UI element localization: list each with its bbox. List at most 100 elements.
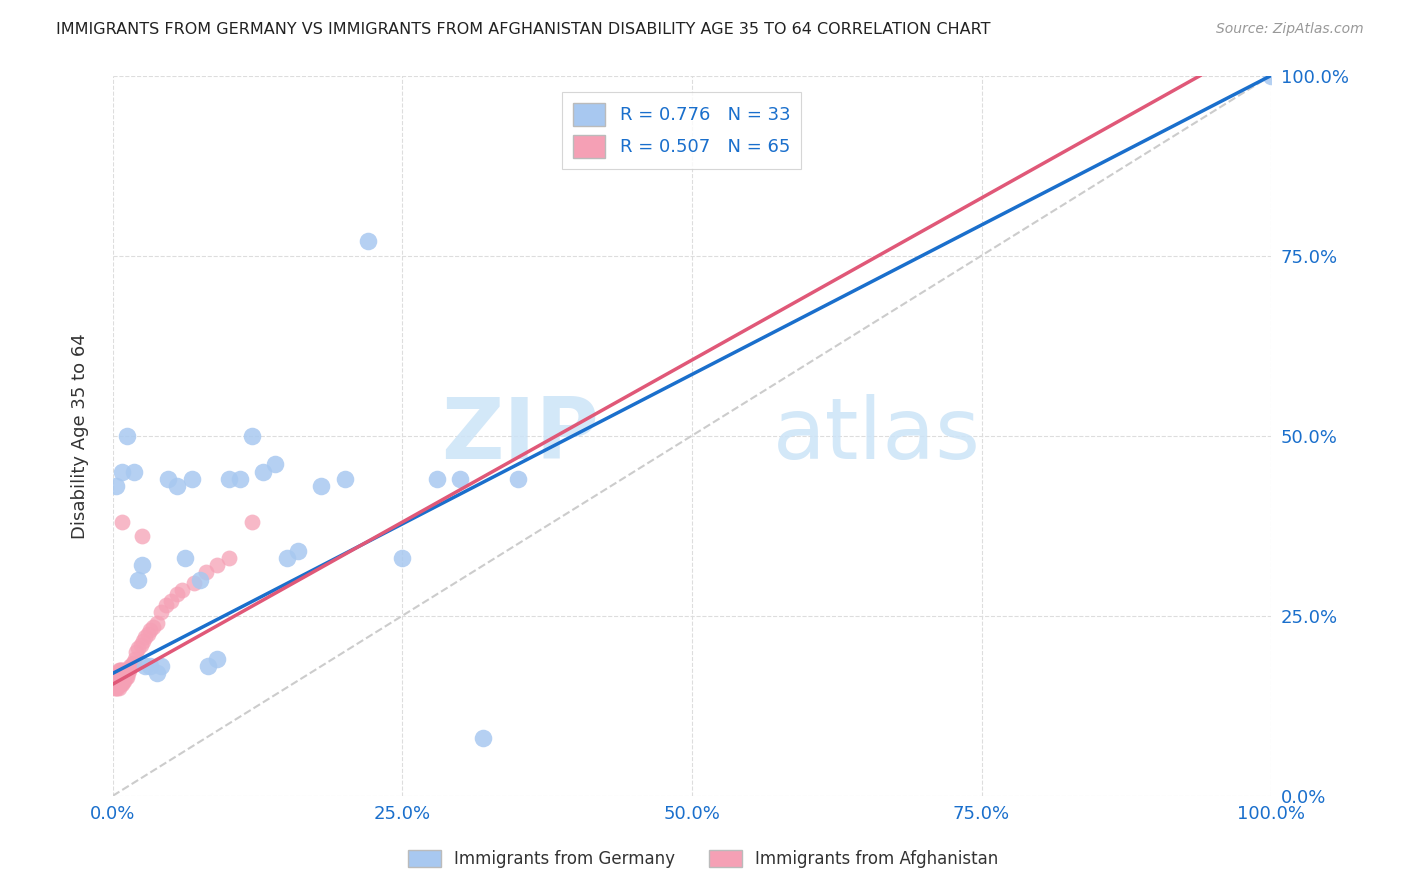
Legend: Immigrants from Germany, Immigrants from Afghanistan: Immigrants from Germany, Immigrants from… — [401, 843, 1005, 875]
Text: ZIP: ZIP — [441, 394, 599, 477]
Point — [472, 731, 495, 746]
Point — [114, 663, 136, 677]
Point — [173, 551, 195, 566]
Point — [127, 641, 149, 656]
Point — [129, 638, 152, 652]
Point — [205, 652, 228, 666]
Point — [218, 472, 240, 486]
Point — [120, 659, 142, 673]
Point — [183, 576, 205, 591]
Point — [120, 659, 142, 673]
Point — [115, 663, 138, 677]
Point — [115, 428, 138, 442]
Point — [172, 583, 194, 598]
Point — [146, 666, 169, 681]
Point — [105, 479, 128, 493]
Point — [107, 673, 129, 688]
Point — [127, 573, 149, 587]
Point — [218, 551, 240, 566]
Point — [118, 663, 141, 677]
Point — [114, 673, 136, 688]
Point — [188, 573, 211, 587]
Point — [333, 472, 356, 486]
Point — [110, 663, 132, 677]
Point — [104, 677, 127, 691]
Point — [103, 673, 125, 688]
Point — [205, 558, 228, 573]
Text: Source: ZipAtlas.com: Source: ZipAtlas.com — [1216, 22, 1364, 37]
Point — [240, 515, 263, 529]
Point — [107, 670, 129, 684]
Legend: R = 0.776   N = 33, R = 0.507   N = 65: R = 0.776 N = 33, R = 0.507 N = 65 — [562, 92, 801, 169]
Point — [122, 656, 145, 670]
Point — [122, 465, 145, 479]
Point — [131, 529, 153, 543]
Point — [110, 677, 132, 691]
Point — [134, 659, 156, 673]
Point — [391, 551, 413, 566]
Point — [104, 670, 127, 684]
Point — [124, 652, 146, 666]
Point — [115, 670, 138, 684]
Text: atlas: atlas — [773, 394, 981, 477]
Point — [104, 681, 127, 695]
Point — [107, 673, 129, 688]
Point — [166, 479, 188, 493]
Point — [159, 594, 181, 608]
Point — [142, 619, 165, 633]
Point — [264, 458, 287, 472]
Point — [104, 673, 127, 688]
Point — [146, 615, 169, 630]
Point — [112, 666, 135, 681]
Point — [111, 663, 134, 677]
Point — [105, 681, 128, 695]
Point — [1260, 69, 1282, 83]
Point — [111, 677, 134, 691]
Point — [114, 663, 136, 677]
Point — [311, 479, 333, 493]
Point — [107, 677, 129, 691]
Point — [103, 677, 125, 691]
Point — [240, 428, 263, 442]
Point — [139, 659, 162, 673]
Point — [449, 472, 471, 486]
Point — [107, 681, 129, 695]
Point — [121, 656, 143, 670]
Point — [229, 472, 252, 486]
Point — [111, 465, 134, 479]
Point — [111, 670, 134, 684]
Point — [103, 666, 125, 681]
Point — [108, 663, 131, 677]
Point — [166, 587, 188, 601]
Point — [111, 515, 134, 529]
Point — [157, 472, 180, 486]
Text: IMMIGRANTS FROM GERMANY VS IMMIGRANTS FROM AFGHANISTAN DISABILITY AGE 35 TO 64 C: IMMIGRANTS FROM GERMANY VS IMMIGRANTS FR… — [56, 22, 991, 37]
Point — [105, 670, 128, 684]
Point — [105, 673, 128, 688]
Point — [150, 605, 173, 619]
Point — [107, 677, 129, 691]
Y-axis label: Disability Age 35 to 64: Disability Age 35 to 64 — [72, 333, 89, 539]
Point — [107, 663, 129, 677]
Point — [108, 677, 131, 691]
Point — [110, 670, 132, 684]
Point — [139, 623, 162, 637]
Point — [287, 544, 309, 558]
Point — [131, 558, 153, 573]
Point — [155, 598, 177, 612]
Point — [276, 551, 298, 566]
Point — [197, 659, 219, 673]
Point — [107, 681, 129, 695]
Point — [125, 645, 148, 659]
Point — [105, 677, 128, 691]
Point — [194, 566, 217, 580]
Point — [103, 670, 125, 684]
Point — [132, 634, 155, 648]
Point — [508, 472, 530, 486]
Point — [356, 234, 378, 248]
Point — [150, 659, 173, 673]
Point — [180, 472, 202, 486]
Point — [252, 465, 274, 479]
Point — [136, 626, 159, 640]
Point — [114, 670, 136, 684]
